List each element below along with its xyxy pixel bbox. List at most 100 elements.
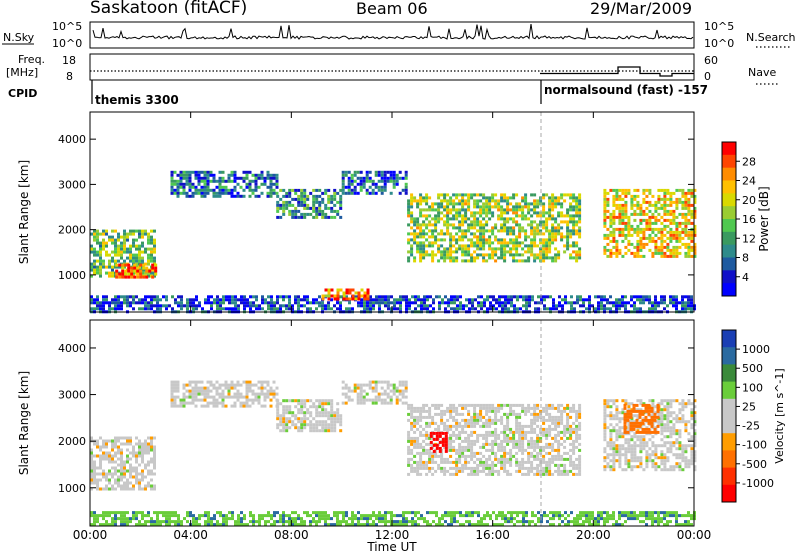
scatter-cell bbox=[215, 380, 219, 384]
scatter-cell bbox=[318, 200, 322, 204]
scatter-cell bbox=[533, 412, 537, 416]
scatter-cell bbox=[627, 230, 631, 234]
scatter-cell bbox=[669, 203, 673, 207]
scatter-cell bbox=[681, 230, 685, 234]
scatter-cell bbox=[170, 182, 174, 186]
scatter-cell bbox=[512, 241, 516, 245]
scatter-cell bbox=[188, 401, 192, 405]
scatter-cell bbox=[194, 188, 198, 192]
scatter-cell bbox=[398, 383, 402, 387]
scatter-cell bbox=[504, 514, 507, 518]
scatter-cell bbox=[525, 298, 528, 302]
scatter-cell bbox=[681, 188, 685, 192]
scatter-cell bbox=[144, 475, 147, 479]
scatter-cell bbox=[428, 433, 432, 437]
scatter-cell bbox=[327, 294, 331, 298]
scatter-cell bbox=[324, 423, 328, 427]
scatter-cell bbox=[182, 182, 186, 186]
scatter-cell bbox=[452, 460, 456, 464]
scatter-cell bbox=[446, 229, 450, 233]
scatter-cell bbox=[407, 232, 411, 236]
scatter-cell bbox=[645, 200, 649, 204]
scatter-cell bbox=[452, 226, 456, 230]
scatter-cell bbox=[434, 421, 438, 425]
scatter-cell bbox=[690, 523, 693, 527]
scatter-cell bbox=[222, 523, 225, 527]
scatter-cell bbox=[455, 460, 459, 464]
scatter-cell bbox=[461, 223, 465, 227]
scatter-cell bbox=[636, 203, 640, 207]
scatter-cell bbox=[303, 194, 307, 198]
scatter-cell bbox=[687, 301, 690, 305]
scatter-cell bbox=[330, 194, 334, 198]
scatter-cell bbox=[209, 170, 213, 174]
scatter-cell bbox=[512, 232, 516, 236]
scatter-cell bbox=[123, 466, 126, 470]
scatter-cell bbox=[218, 170, 222, 174]
scatter-cell bbox=[141, 451, 144, 455]
scatter-cell bbox=[509, 241, 513, 245]
scatter-cell bbox=[446, 193, 450, 197]
scatter-cell bbox=[530, 421, 534, 425]
scatter-cell bbox=[153, 511, 156, 515]
scatter-cell bbox=[303, 520, 306, 524]
scatter-cell bbox=[486, 295, 489, 299]
scatter-cell bbox=[230, 380, 234, 384]
scatter-cell bbox=[105, 298, 108, 302]
scatter-cell bbox=[114, 301, 117, 305]
scatter-cell bbox=[485, 439, 489, 443]
scatter-cell bbox=[443, 466, 447, 470]
scatter-cell bbox=[179, 404, 183, 408]
scatter-cell bbox=[285, 200, 289, 204]
scatter-cell bbox=[245, 395, 249, 399]
scatter-cell bbox=[309, 520, 312, 524]
scatter-cell bbox=[285, 206, 289, 210]
scatter-cell bbox=[224, 179, 228, 183]
scatter-cell bbox=[491, 442, 495, 446]
scatter-cell bbox=[102, 304, 105, 308]
scatter-cell bbox=[509, 229, 513, 233]
scatter-cell bbox=[93, 475, 96, 479]
scatter-cell bbox=[401, 176, 405, 180]
scatter-cell bbox=[422, 214, 426, 218]
scatter-cell bbox=[462, 304, 465, 308]
scatter-cell bbox=[114, 307, 117, 311]
scatter-cell bbox=[411, 295, 414, 299]
scatter-cell bbox=[99, 268, 102, 272]
scatter-cell bbox=[393, 304, 396, 308]
scatter-cell bbox=[159, 511, 162, 515]
scatter-cell bbox=[473, 259, 477, 263]
scatter-cell bbox=[398, 392, 402, 396]
scatter-cell bbox=[117, 253, 120, 257]
scatter-cell bbox=[675, 230, 679, 234]
scatter-cell bbox=[494, 226, 498, 230]
scatter-cell bbox=[450, 511, 453, 515]
scatter-cell bbox=[515, 421, 519, 425]
scatter-cell bbox=[230, 386, 234, 390]
scatter-cell bbox=[578, 211, 582, 215]
scatter-cell bbox=[672, 248, 676, 252]
scatter-cell bbox=[410, 442, 414, 446]
scatter-cell bbox=[396, 514, 399, 518]
scatter-cell bbox=[336, 517, 339, 521]
scatter-cell bbox=[260, 383, 264, 387]
scatter-cell bbox=[93, 268, 96, 272]
scatter-cell bbox=[413, 442, 417, 446]
scatter-cell bbox=[141, 469, 144, 473]
scatter-cell bbox=[425, 409, 429, 413]
scatter-cell bbox=[506, 202, 510, 206]
scatter-cell bbox=[306, 203, 310, 207]
scatter-cell bbox=[243, 295, 246, 299]
scatter-cell bbox=[425, 463, 429, 467]
scatter-cell bbox=[147, 307, 150, 311]
scatter-cell bbox=[681, 295, 684, 299]
scatter-cell bbox=[102, 511, 105, 515]
scatter-cell bbox=[512, 226, 516, 230]
scatter-cell bbox=[621, 239, 625, 243]
scatter-cell bbox=[222, 301, 225, 305]
scatter-cell bbox=[630, 197, 634, 201]
scatter-cell bbox=[374, 401, 378, 405]
scatter-cell bbox=[503, 193, 507, 197]
scatter-cell bbox=[434, 229, 438, 233]
scatter-cell bbox=[480, 517, 483, 521]
